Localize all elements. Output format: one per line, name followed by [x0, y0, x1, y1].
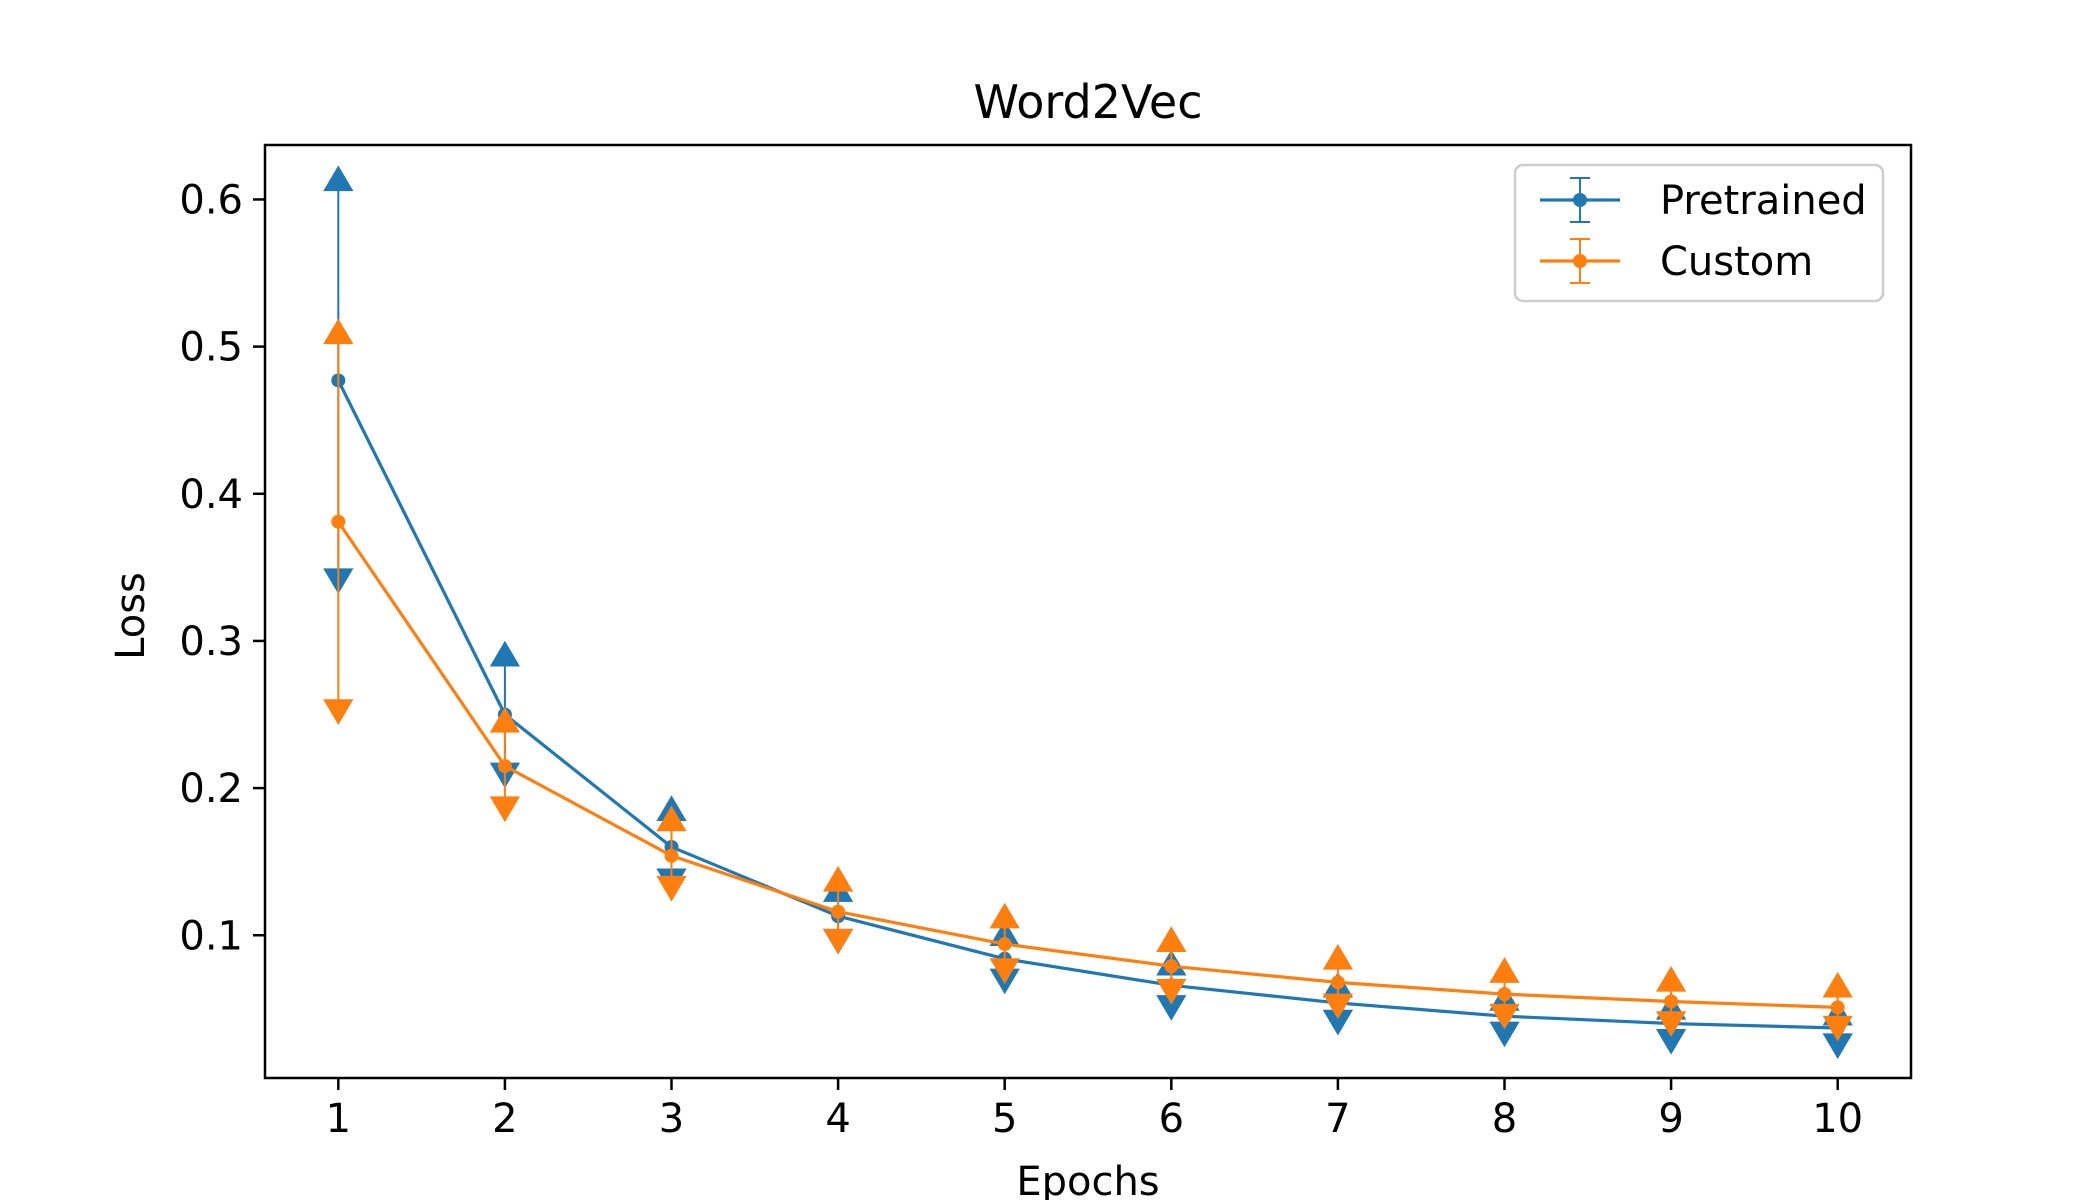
error-upper-marker [323, 318, 354, 345]
data-point [497, 759, 512, 774]
error-lower-marker [989, 958, 1020, 984]
x-tick-label: 5 [992, 1096, 1017, 1142]
error-upper-marker [489, 640, 521, 667]
error-upper-marker [989, 902, 1020, 929]
series-line [336, 520, 1838, 1009]
series-layer [323, 165, 1853, 1060]
data-point [1497, 987, 1512, 1002]
x-tick-label: 9 [1658, 1096, 1683, 1142]
data-point [664, 848, 679, 863]
legend-marker [1573, 193, 1587, 207]
error-upper-marker [1822, 971, 1853, 998]
legend-entry-pretrained: Pretrained [1540, 177, 1867, 224]
data-point [331, 514, 346, 529]
series-line [336, 379, 1838, 1030]
data-point [1330, 975, 1345, 990]
error-lower-marker [489, 796, 521, 823]
error-lower-marker [1156, 995, 1187, 1021]
data-point [831, 904, 846, 919]
y-tick-label: 0.1 [179, 913, 243, 959]
y-axis-label: Loss [108, 572, 154, 660]
x-axis: 1 2 3 4 5 6 7 8 9 10 [326, 1078, 1863, 1142]
x-tick-label: 2 [492, 1096, 517, 1142]
data-point [1164, 959, 1179, 974]
chart-title: Word2Vec [974, 75, 1203, 129]
error-lower-marker [1655, 1028, 1687, 1055]
y-tick-label: 0.4 [179, 472, 243, 518]
data-point [1664, 994, 1679, 1009]
error-upper-marker [1322, 943, 1354, 970]
x-tick-label: 4 [825, 1096, 850, 1142]
error-lower-marker [1322, 1009, 1354, 1036]
y-axis: 0.1 0.2 0.3 0.4 0.5 0.6 [179, 177, 265, 959]
y-tick-label: 0.3 [179, 619, 243, 665]
x-axis-label: Epochs [1016, 1159, 1159, 1200]
error-upper-marker [1156, 926, 1187, 952]
legend-entry-custom: Custom [1540, 238, 1813, 285]
error-lower-marker [1655, 1011, 1687, 1037]
x-tick-label: 7 [1325, 1096, 1350, 1142]
error-lower-marker [1156, 978, 1187, 1005]
y-tick-label: 0.6 [179, 177, 243, 223]
error-lower-marker [656, 875, 687, 902]
error-lower-marker [1489, 1003, 1520, 1030]
error-lower-marker [1489, 1021, 1520, 1048]
x-tick-label: 6 [1159, 1096, 1184, 1142]
error-lower-marker [822, 928, 854, 955]
error-upper-marker [656, 805, 687, 832]
error-upper-marker [489, 706, 521, 733]
plot-frame [263, 143, 1913, 1080]
x-tick-label: 3 [659, 1096, 684, 1142]
legend-label: Pretrained [1660, 178, 1867, 224]
series-custom [323, 318, 1853, 1042]
y-tick-label: 0.5 [179, 325, 243, 371]
error-lower-marker [1822, 1015, 1853, 1042]
error-upper-marker [1655, 965, 1687, 992]
error-lower-marker [323, 699, 354, 725]
x-tick-label: 10 [1812, 1096, 1863, 1142]
error-upper-marker [1489, 957, 1520, 983]
x-tick-label: 8 [1492, 1096, 1517, 1142]
legend-marker [1573, 254, 1587, 268]
data-point [997, 937, 1012, 952]
data-point [1830, 1000, 1845, 1015]
y-tick-label: 0.2 [179, 766, 243, 812]
error-upper-marker [822, 865, 854, 892]
legend-label: Custom [1660, 239, 1813, 285]
error-lower-marker [1822, 1033, 1853, 1060]
x-tick-label: 1 [326, 1096, 351, 1142]
error-lower-marker [1322, 993, 1354, 1020]
error-upper-marker [323, 165, 354, 192]
legend: Pretrained Custom [1513, 163, 1885, 303]
